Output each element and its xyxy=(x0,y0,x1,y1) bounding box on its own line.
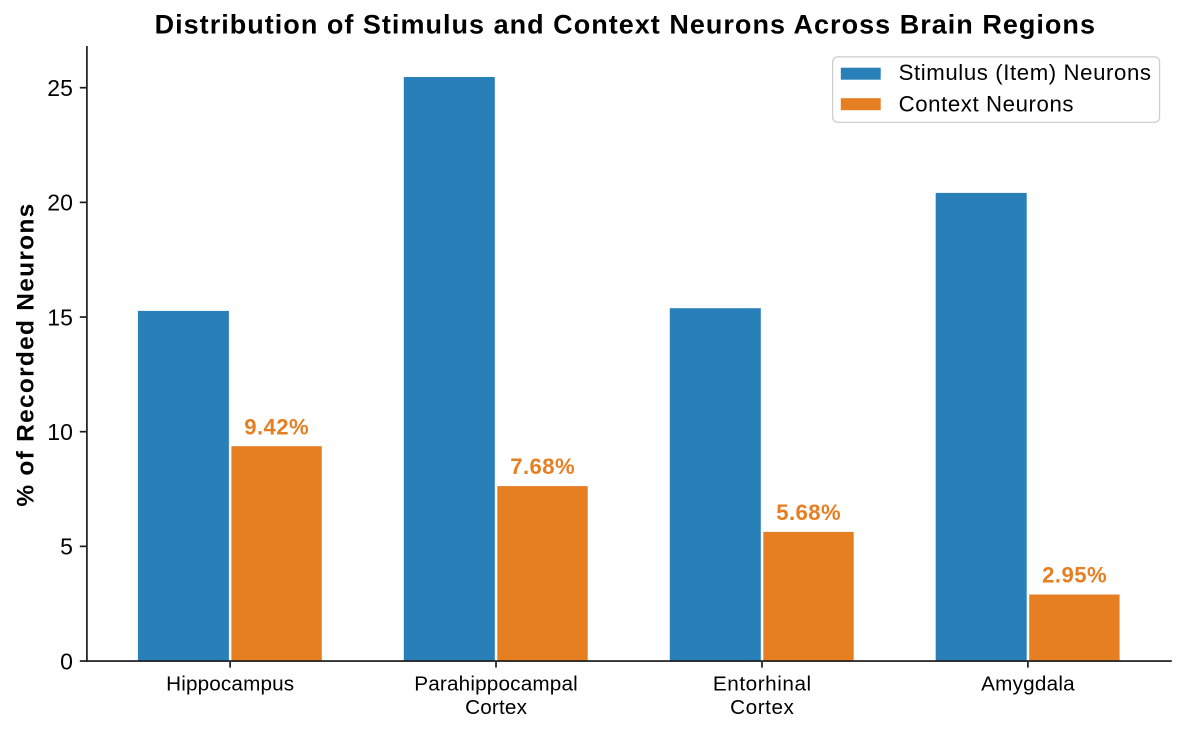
svg-text:10: 10 xyxy=(47,419,73,445)
svg-text:2.95%: 2.95% xyxy=(1042,563,1107,588)
svg-text:7.68%: 7.68% xyxy=(510,454,575,479)
svg-text:Cortex: Cortex xyxy=(465,696,527,719)
svg-text:Amygdala: Amygdala xyxy=(981,673,1075,696)
svg-text:Hippocampus: Hippocampus xyxy=(166,673,294,696)
svg-text:9.42%: 9.42% xyxy=(244,414,309,439)
svg-text:5.68%: 5.68% xyxy=(776,500,841,525)
svg-text:% of Recorded Neurons: % of Recorded Neurons xyxy=(12,203,39,507)
svg-text:Context Neurons: Context Neurons xyxy=(899,92,1075,117)
svg-text:Cortex: Cortex xyxy=(730,696,794,719)
svg-text:5: 5 xyxy=(60,534,73,560)
svg-text:Entorhinal: Entorhinal xyxy=(713,673,812,696)
svg-text:20: 20 xyxy=(47,190,73,216)
svg-text:25: 25 xyxy=(47,75,73,101)
svg-text:0: 0 xyxy=(60,648,73,674)
svg-text:Distribution of Stimulus and C: Distribution of Stimulus and Context Neu… xyxy=(155,10,1096,40)
svg-text:Stimulus (Item) Neurons: Stimulus (Item) Neurons xyxy=(899,60,1152,85)
svg-text:15: 15 xyxy=(47,304,73,330)
svg-text:Parahippocampal: Parahippocampal xyxy=(414,673,578,696)
